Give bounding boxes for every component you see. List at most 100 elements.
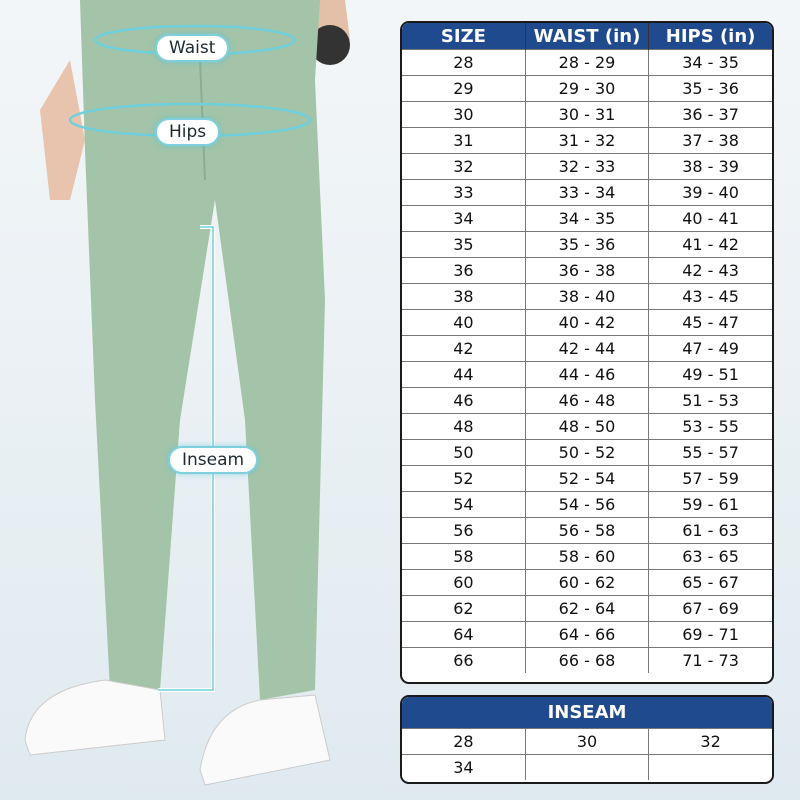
table-cell: 52 [402,465,526,492]
pants-photo [24,0,350,786]
table-cell: 36 [402,257,526,284]
table-cell: 35 - 36 [524,231,650,258]
table-cell: 50 - 52 [524,439,650,466]
table-cell: 71 - 73 [648,647,772,673]
header-hips: HIPS (in) [648,23,772,50]
table-row: 42 42 - 44 47 - 49 [402,335,772,362]
table-cell: 40 - 41 [648,205,772,232]
table-cell: 29 [402,75,526,102]
inseam-chart: INSEAM 28 30 32 34 [400,695,774,784]
table-row: 32 32 - 33 38 - 39 [402,153,772,180]
table-cell: 65 - 67 [648,569,772,596]
table-row: 29 29 - 30 35 - 36 [402,75,772,102]
table-cell: 59 - 61 [648,491,772,518]
table-cell: 61 - 63 [648,517,772,544]
table-row: 48 48 - 50 53 - 55 [402,413,772,440]
table-cell: 48 [402,413,526,440]
table-cell: 58 [402,543,526,570]
inseam-label: Inseam [168,446,259,474]
table-row: 40 40 - 42 45 - 47 [402,309,772,336]
table-cell: 32 [402,153,526,180]
table-cell: 42 - 43 [648,257,772,284]
table-cell: 34 [402,754,526,780]
inseam-table: INSEAM 28 30 32 34 [402,697,772,780]
table-cell: 42 [402,335,526,362]
left-hand [40,60,85,200]
table-cell: 35 [402,231,526,258]
table-row: 56 56 - 58 61 - 63 [402,517,772,544]
table-row: 31 31 - 32 37 - 38 [402,127,772,154]
table-cell: 50 [402,439,526,466]
table-cell: 28 - 29 [524,49,650,76]
table-row: 28 30 32 [402,728,772,755]
table-row: 35 35 - 36 41 - 42 [402,231,772,258]
left-shoe [24,679,166,756]
table-cell: 66 - 68 [524,647,650,673]
table-row: 52 52 - 54 57 - 59 [402,465,772,492]
table-cell: 36 - 38 [524,257,650,284]
table-cell: 66 [402,647,526,673]
table-row: 38 38 - 40 43 - 45 [402,283,772,310]
table-row: 60 60 - 62 65 - 67 [402,569,772,596]
table-cell: 41 - 42 [648,231,772,258]
table-cell: 47 - 49 [648,335,772,362]
table-cell: 40 - 42 [524,309,650,336]
table-row: 33 33 - 34 39 - 40 [402,179,772,206]
table-cell: 54 [402,491,526,518]
table-cell: 35 - 36 [648,75,772,102]
table-row: 54 54 - 56 59 - 61 [402,491,772,518]
table-cell: 48 - 50 [524,413,650,440]
table-cell: 38 [402,283,526,310]
table-cell: 38 - 40 [524,283,650,310]
table-cell: 63 - 65 [648,543,772,570]
table-row: 36 36 - 38 42 - 43 [402,257,772,284]
hips-label: Hips [155,118,221,146]
table-cell: 40 [402,309,526,336]
table-cell: 62 - 64 [524,595,650,622]
table-cell: 28 [402,728,526,755]
table-row: 28 28 - 29 34 - 35 [402,49,772,76]
table-cell: 30 - 31 [524,101,650,128]
table-cell: 62 [402,595,526,622]
table-row: 66 66 - 68 71 - 73 [402,647,772,673]
table-cell: 52 - 54 [524,465,650,492]
table-cell: 44 [402,361,526,388]
table-row: 44 44 - 46 49 - 51 [402,361,772,388]
table-row: 34 34 - 35 40 - 41 [402,205,772,232]
waist-label: Waist [155,34,230,62]
table-cell: 46 - 48 [524,387,650,414]
table-cell: 36 - 37 [648,101,772,128]
table-cell: 43 - 45 [648,283,772,310]
right-shoe [199,694,331,786]
table-cell [648,754,772,780]
table-cell: 56 [402,517,526,544]
table-cell: 45 - 47 [648,309,772,336]
header-size: SIZE [402,23,526,50]
table-cell [524,754,650,780]
table-cell: 39 - 40 [648,179,772,206]
table-cell: 30 [524,728,650,755]
table-cell: 28 [402,49,526,76]
table-cell: 64 - 66 [524,621,650,648]
table-cell: 33 - 34 [524,179,650,206]
table-cell: 30 [402,101,526,128]
table-row: 50 50 - 52 55 - 57 [402,439,772,466]
table-cell: 42 - 44 [524,335,650,362]
table-row: 64 64 - 66 69 - 71 [402,621,772,648]
table-cell: 38 - 39 [648,153,772,180]
table-cell: 44 - 46 [524,361,650,388]
table-cell: 64 [402,621,526,648]
table-cell: 46 [402,387,526,414]
table-cell: 53 - 55 [648,413,772,440]
table-cell: 60 - 62 [524,569,650,596]
table-cell: 67 - 69 [648,595,772,622]
table-cell: 33 [402,179,526,206]
header-inseam: INSEAM [402,697,772,729]
table-cell: 57 - 59 [648,465,772,492]
table-cell: 60 [402,569,526,596]
table-cell: 56 - 58 [524,517,650,544]
table-cell: 69 - 71 [648,621,772,648]
table-cell: 34 - 35 [524,205,650,232]
table-row: 46 46 - 48 51 - 53 [402,387,772,414]
table-cell: 55 - 57 [648,439,772,466]
